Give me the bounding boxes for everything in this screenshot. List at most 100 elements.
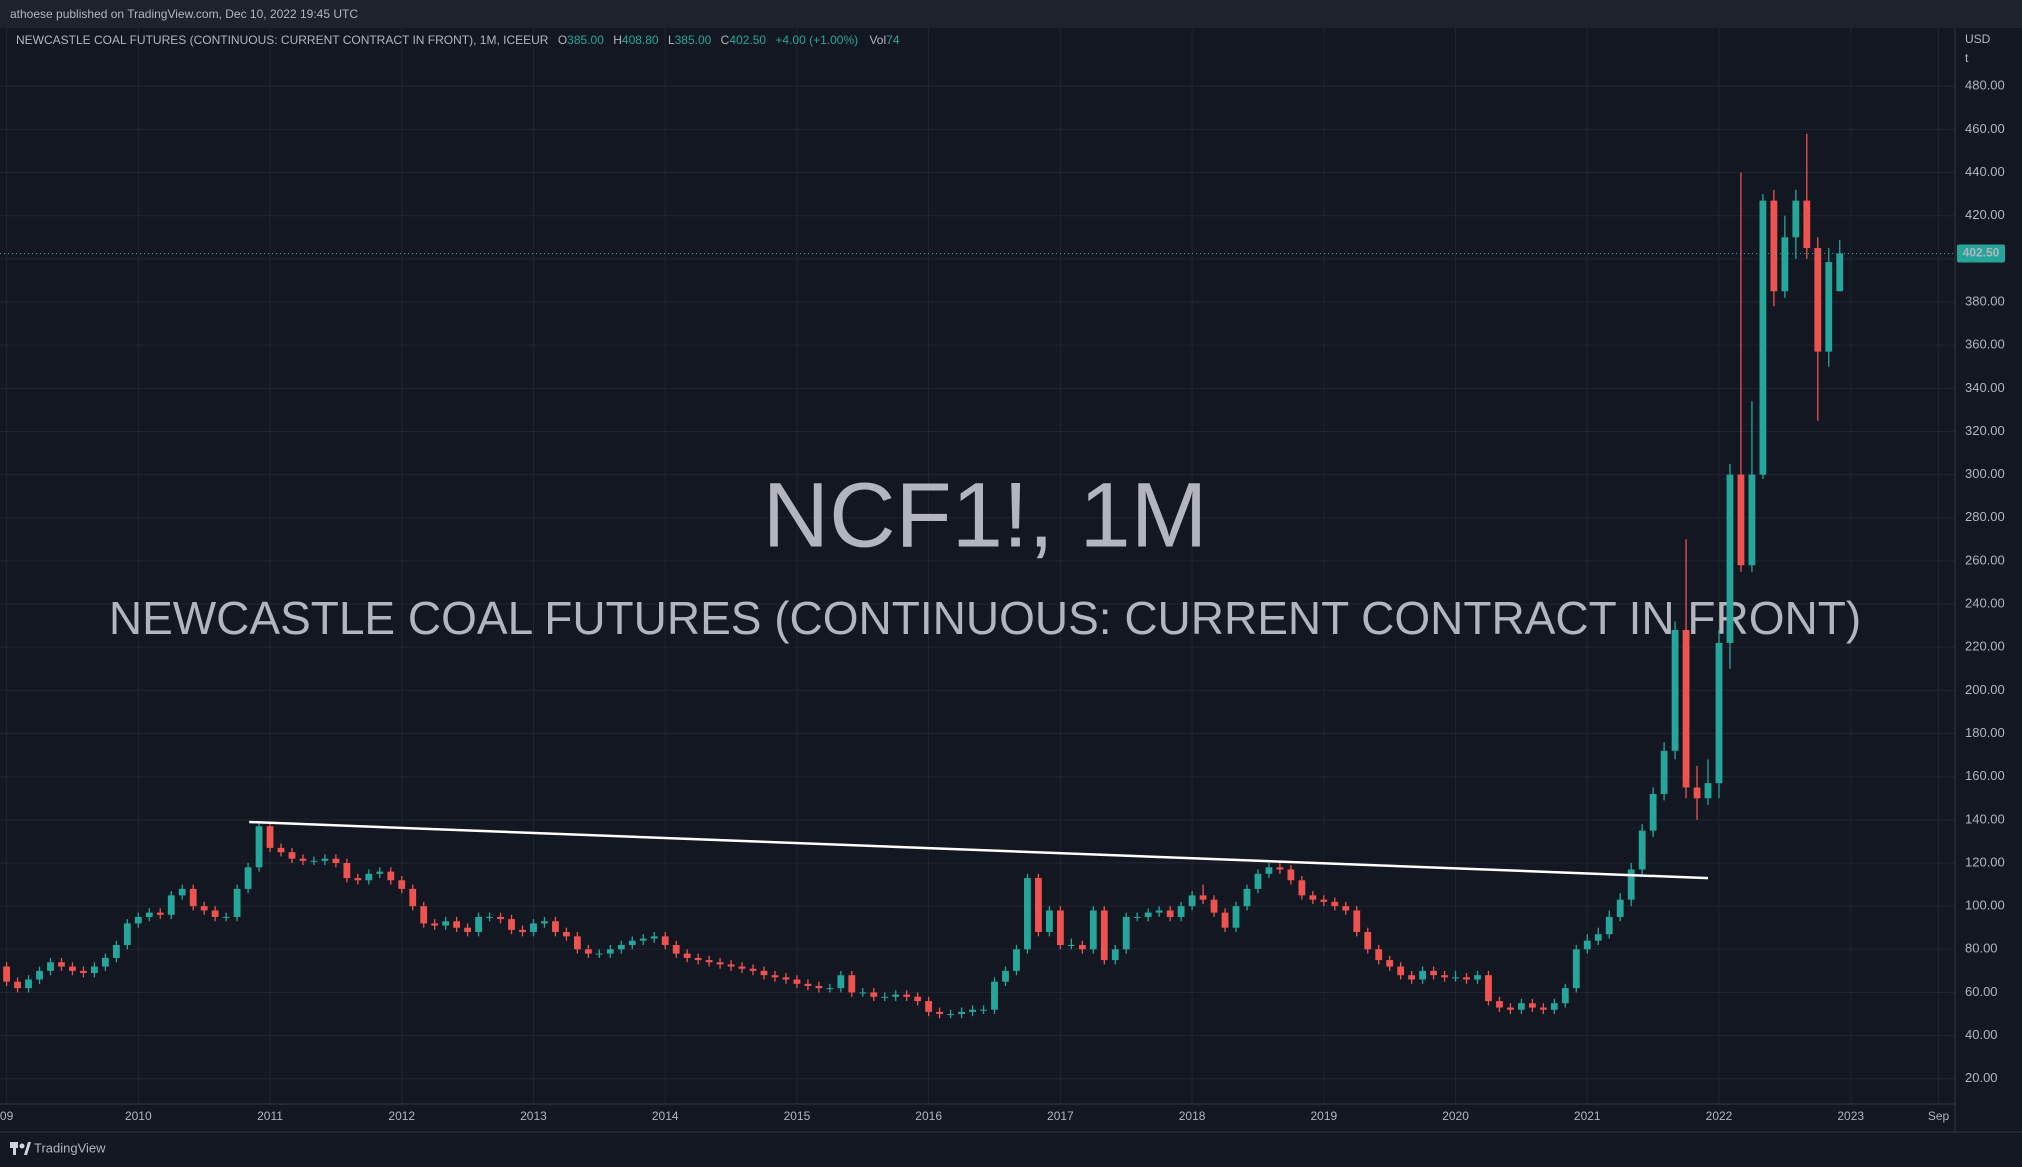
- candle-body: [1419, 970, 1427, 980]
- candle-body: [1243, 888, 1251, 907]
- candle-body: [80, 970, 87, 974]
- y-tick-label: 200.00: [1965, 682, 2005, 697]
- legend-title: NEWCASTLE COAL FUTURES (CONTINUOUS: CURR…: [16, 33, 549, 47]
- candle-body: [321, 858, 329, 861]
- candle-body: [156, 912, 164, 915]
- candle-body: [1627, 869, 1635, 900]
- candle-body: [1298, 880, 1306, 896]
- candle-body: [1122, 916, 1130, 950]
- candle-body: [1177, 906, 1185, 917]
- candle-body: [1276, 867, 1284, 870]
- candle-body: [628, 940, 636, 945]
- candle-body: [1463, 977, 1470, 980]
- candle-body: [1133, 916, 1141, 918]
- candle-body: [1507, 1007, 1514, 1010]
- candle-body: [1199, 895, 1207, 900]
- candle-body: [782, 977, 790, 980]
- candle-body: [1100, 910, 1108, 961]
- top-bar: [0, 0, 2022, 28]
- candle-body: [661, 936, 669, 945]
- candle-body: [530, 923, 537, 933]
- legend-value: 74: [886, 33, 900, 47]
- candle-body: [1836, 253, 1844, 292]
- candle-body: [145, 912, 153, 917]
- candle-body: [431, 923, 439, 926]
- candle-body: [738, 966, 746, 969]
- y-tick-label: 180.00: [1965, 725, 2005, 740]
- y-tick-label: 240.00: [1965, 596, 2005, 611]
- candle-body: [584, 949, 592, 954]
- x-tick-label: 2020: [1442, 1109, 1469, 1123]
- candle-body: [848, 975, 856, 993]
- candle-body: [1111, 949, 1119, 961]
- candle-body: [1408, 975, 1416, 980]
- candle-body: [914, 996, 922, 1002]
- x-tick-label: 2017: [1047, 1109, 1074, 1123]
- candle-body: [1770, 200, 1778, 292]
- candle-body: [892, 994, 900, 997]
- candle-body: [1144, 912, 1152, 917]
- candle-body: [683, 953, 691, 958]
- candle-body: [1035, 878, 1042, 933]
- candle-body: [233, 888, 241, 917]
- candle-body: [497, 916, 504, 920]
- candle-body: [760, 970, 768, 976]
- candle-body: [1287, 869, 1295, 881]
- candle-body: [486, 916, 493, 918]
- candle-body: [705, 960, 713, 963]
- y-tick-label: 80.00: [1965, 941, 1998, 956]
- candle-body: [771, 975, 779, 978]
- legend-value: 385.00: [675, 33, 712, 47]
- candle-body: [1441, 975, 1448, 978]
- candle-body: [1638, 830, 1646, 870]
- candle-body: [310, 860, 318, 862]
- logo-dot: [19, 1143, 25, 1149]
- candle-body: [1474, 975, 1481, 980]
- candle-body: [1496, 1001, 1503, 1008]
- candle-body: [1078, 944, 1086, 950]
- candle-body: [936, 1011, 944, 1015]
- candle-body: [958, 1011, 965, 1015]
- x-tick-label: 2014: [652, 1109, 679, 1123]
- y-tick-label: 260.00: [1965, 552, 2005, 567]
- candle-body: [1693, 787, 1701, 799]
- candle-body: [1386, 960, 1394, 967]
- y-tick-label: 20.00: [1965, 1070, 1998, 1085]
- candle-body: [1331, 901, 1339, 907]
- candle-body: [1342, 906, 1350, 911]
- trend-line: [249, 820, 1709, 880]
- candle-body: [552, 921, 559, 933]
- candle-body: [1792, 200, 1800, 238]
- candle-body: [288, 852, 296, 859]
- candle-body: [991, 981, 998, 1010]
- candle-body: [1803, 200, 1811, 249]
- legend: NEWCASTLE COAL FUTURES (CONTINUOUS: CURR…: [16, 33, 900, 47]
- candle-body: [573, 936, 581, 950]
- candle-body: [475, 916, 482, 933]
- logo-stem: [13, 1142, 16, 1155]
- candle-body: [1649, 793, 1657, 831]
- x-tick-label: 2010: [125, 1109, 152, 1123]
- candle-body: [36, 970, 43, 980]
- candle-body: [1430, 970, 1437, 976]
- candle-body: [1089, 910, 1097, 950]
- candle-body: [1825, 262, 1833, 352]
- legend-value: 402.50: [729, 33, 766, 47]
- candle-body: [1550, 1003, 1558, 1010]
- candle-body: [101, 957, 109, 967]
- candle-body: [1045, 910, 1053, 933]
- candle-body: [969, 1009, 976, 1012]
- candle-body: [925, 1001, 933, 1012]
- candle-body: [1518, 1003, 1525, 1010]
- candle-body: [1539, 1007, 1547, 1010]
- candle-body: [1397, 966, 1405, 976]
- y-tick-label: 60.00: [1965, 984, 1998, 999]
- candle-body: [200, 906, 208, 911]
- published-note: athoese published on TradingView.com, De…: [10, 7, 358, 21]
- candle-body: [1715, 642, 1723, 784]
- candle-body: [1309, 895, 1317, 900]
- y-tick-label: 40.00: [1965, 1027, 1998, 1042]
- candle-body: [980, 1009, 987, 1011]
- candle-body: [694, 957, 702, 961]
- candle-body: [58, 962, 65, 967]
